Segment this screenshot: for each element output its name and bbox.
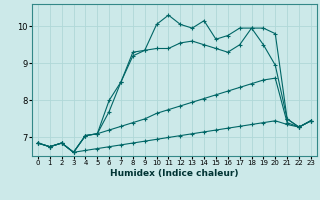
X-axis label: Humidex (Indice chaleur): Humidex (Indice chaleur) [110, 169, 239, 178]
